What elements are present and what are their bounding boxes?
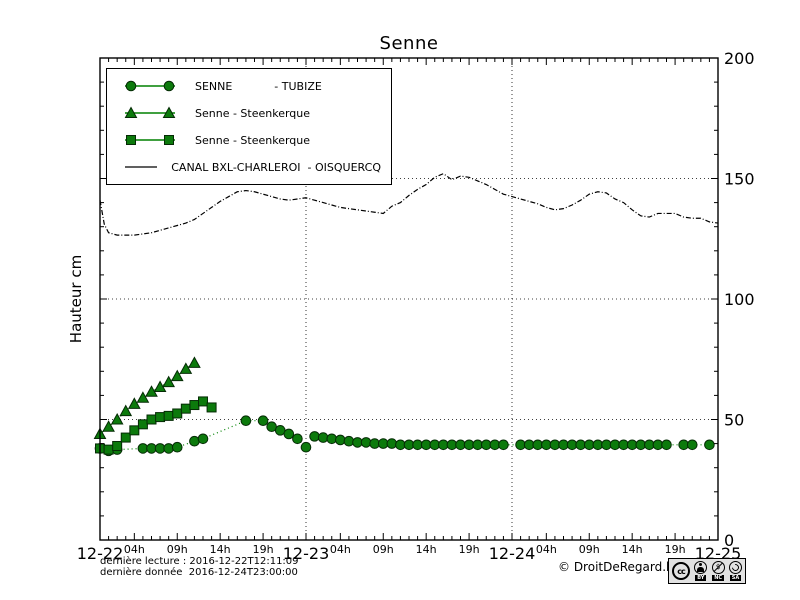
cc-sa-group: SA <box>728 561 742 581</box>
x-tick-label: 14h <box>416 543 437 556</box>
cc-license-badge: cc BY $ NC SA <box>668 558 746 584</box>
legend-item-tubize: SENNE - TUBIZE <box>119 78 381 94</box>
legend-item-canal: CANAL BXL-CHARLEROI - OISQUERCQ <box>119 159 381 175</box>
cc-nc-group: $ NC <box>711 561 725 581</box>
x-tick-label: 19h <box>253 543 274 556</box>
series-0 <box>94 415 715 457</box>
last-data-text: dernière donnée 2016-12-24T23:00:00 <box>100 567 298 578</box>
cc-sa-arrow-icon <box>728 561 742 574</box>
cc-by-person-icon <box>694 561 708 574</box>
x-tick-label: 04h <box>330 543 351 556</box>
y-axis-label: Hauteur cm <box>67 254 85 344</box>
y-tick-label: 200 <box>724 49 755 68</box>
x-tick-label: 14h <box>210 543 231 556</box>
series-2 <box>95 396 217 455</box>
x-tick-label: 19h <box>459 543 480 556</box>
circle-marker-icon <box>125 80 175 92</box>
y-tick-label: 0 <box>724 531 734 550</box>
x-tick-label: 12-24 <box>489 544 536 563</box>
cc-sa-label: SA <box>729 575 742 581</box>
line-marker-icon <box>125 166 158 168</box>
x-tick-label: 04h <box>124 543 145 556</box>
x-tick-label: 19h <box>665 543 686 556</box>
triangle-marker-icon <box>124 106 176 118</box>
legend-item-steenkerque-triangle: Senne - Steenkerque <box>119 105 381 121</box>
y-tick-labels: 0 50 100 150 200 <box>724 49 755 550</box>
legend-label: SENNE - TUBIZE <box>195 79 322 93</box>
x-tick-label: 09h <box>373 543 394 556</box>
y-tick-label: 150 <box>724 170 755 189</box>
x-tick-label: 09h <box>167 543 188 556</box>
x-tick-label: 12-23 <box>283 544 330 563</box>
y-tick-label: 100 <box>724 290 755 309</box>
legend-label: CANAL BXL-CHARLEROI - OISQUERCQ <box>171 160 381 174</box>
cc-by-group: BY <box>694 561 708 581</box>
x-tick-labels: 12-22 04h 09h 14h 19h 12-23 04h 09h 14h 19h 12-24 0… <box>77 543 742 563</box>
x-tick-label: 09h <box>579 543 600 556</box>
x-tick-label: 12-22 <box>77 544 124 563</box>
legend-item-steenkerque-square: Senne - Steenkerque <box>119 132 381 148</box>
last-reading-text: dernière lecture : 2016-12-22T12:11:09 <box>100 556 299 567</box>
cc-nc-dollar-icon: $ <box>711 561 725 574</box>
series-3 <box>99 172 719 236</box>
y-tick-label: 50 <box>724 411 744 430</box>
x-tick-label: 04h <box>536 543 557 556</box>
axis-ticks <box>99 57 719 541</box>
chart-title: Senne <box>379 33 439 54</box>
legend: SENNE - TUBIZE Senne - Steenkerque Senne… <box>106 68 392 185</box>
square-marker-icon <box>125 135 175 145</box>
legend-label: Senne - Steenkerque <box>195 106 311 120</box>
x-tick-label: 14h <box>622 543 643 556</box>
cc-by-label: BY <box>695 575 707 581</box>
copyright-text: © DroitDeRegard.be <box>558 560 682 574</box>
legend-label: Senne - Steenkerque <box>195 133 311 147</box>
cc-icon: cc <box>672 562 690 580</box>
cc-nc-label: NC <box>712 575 725 581</box>
